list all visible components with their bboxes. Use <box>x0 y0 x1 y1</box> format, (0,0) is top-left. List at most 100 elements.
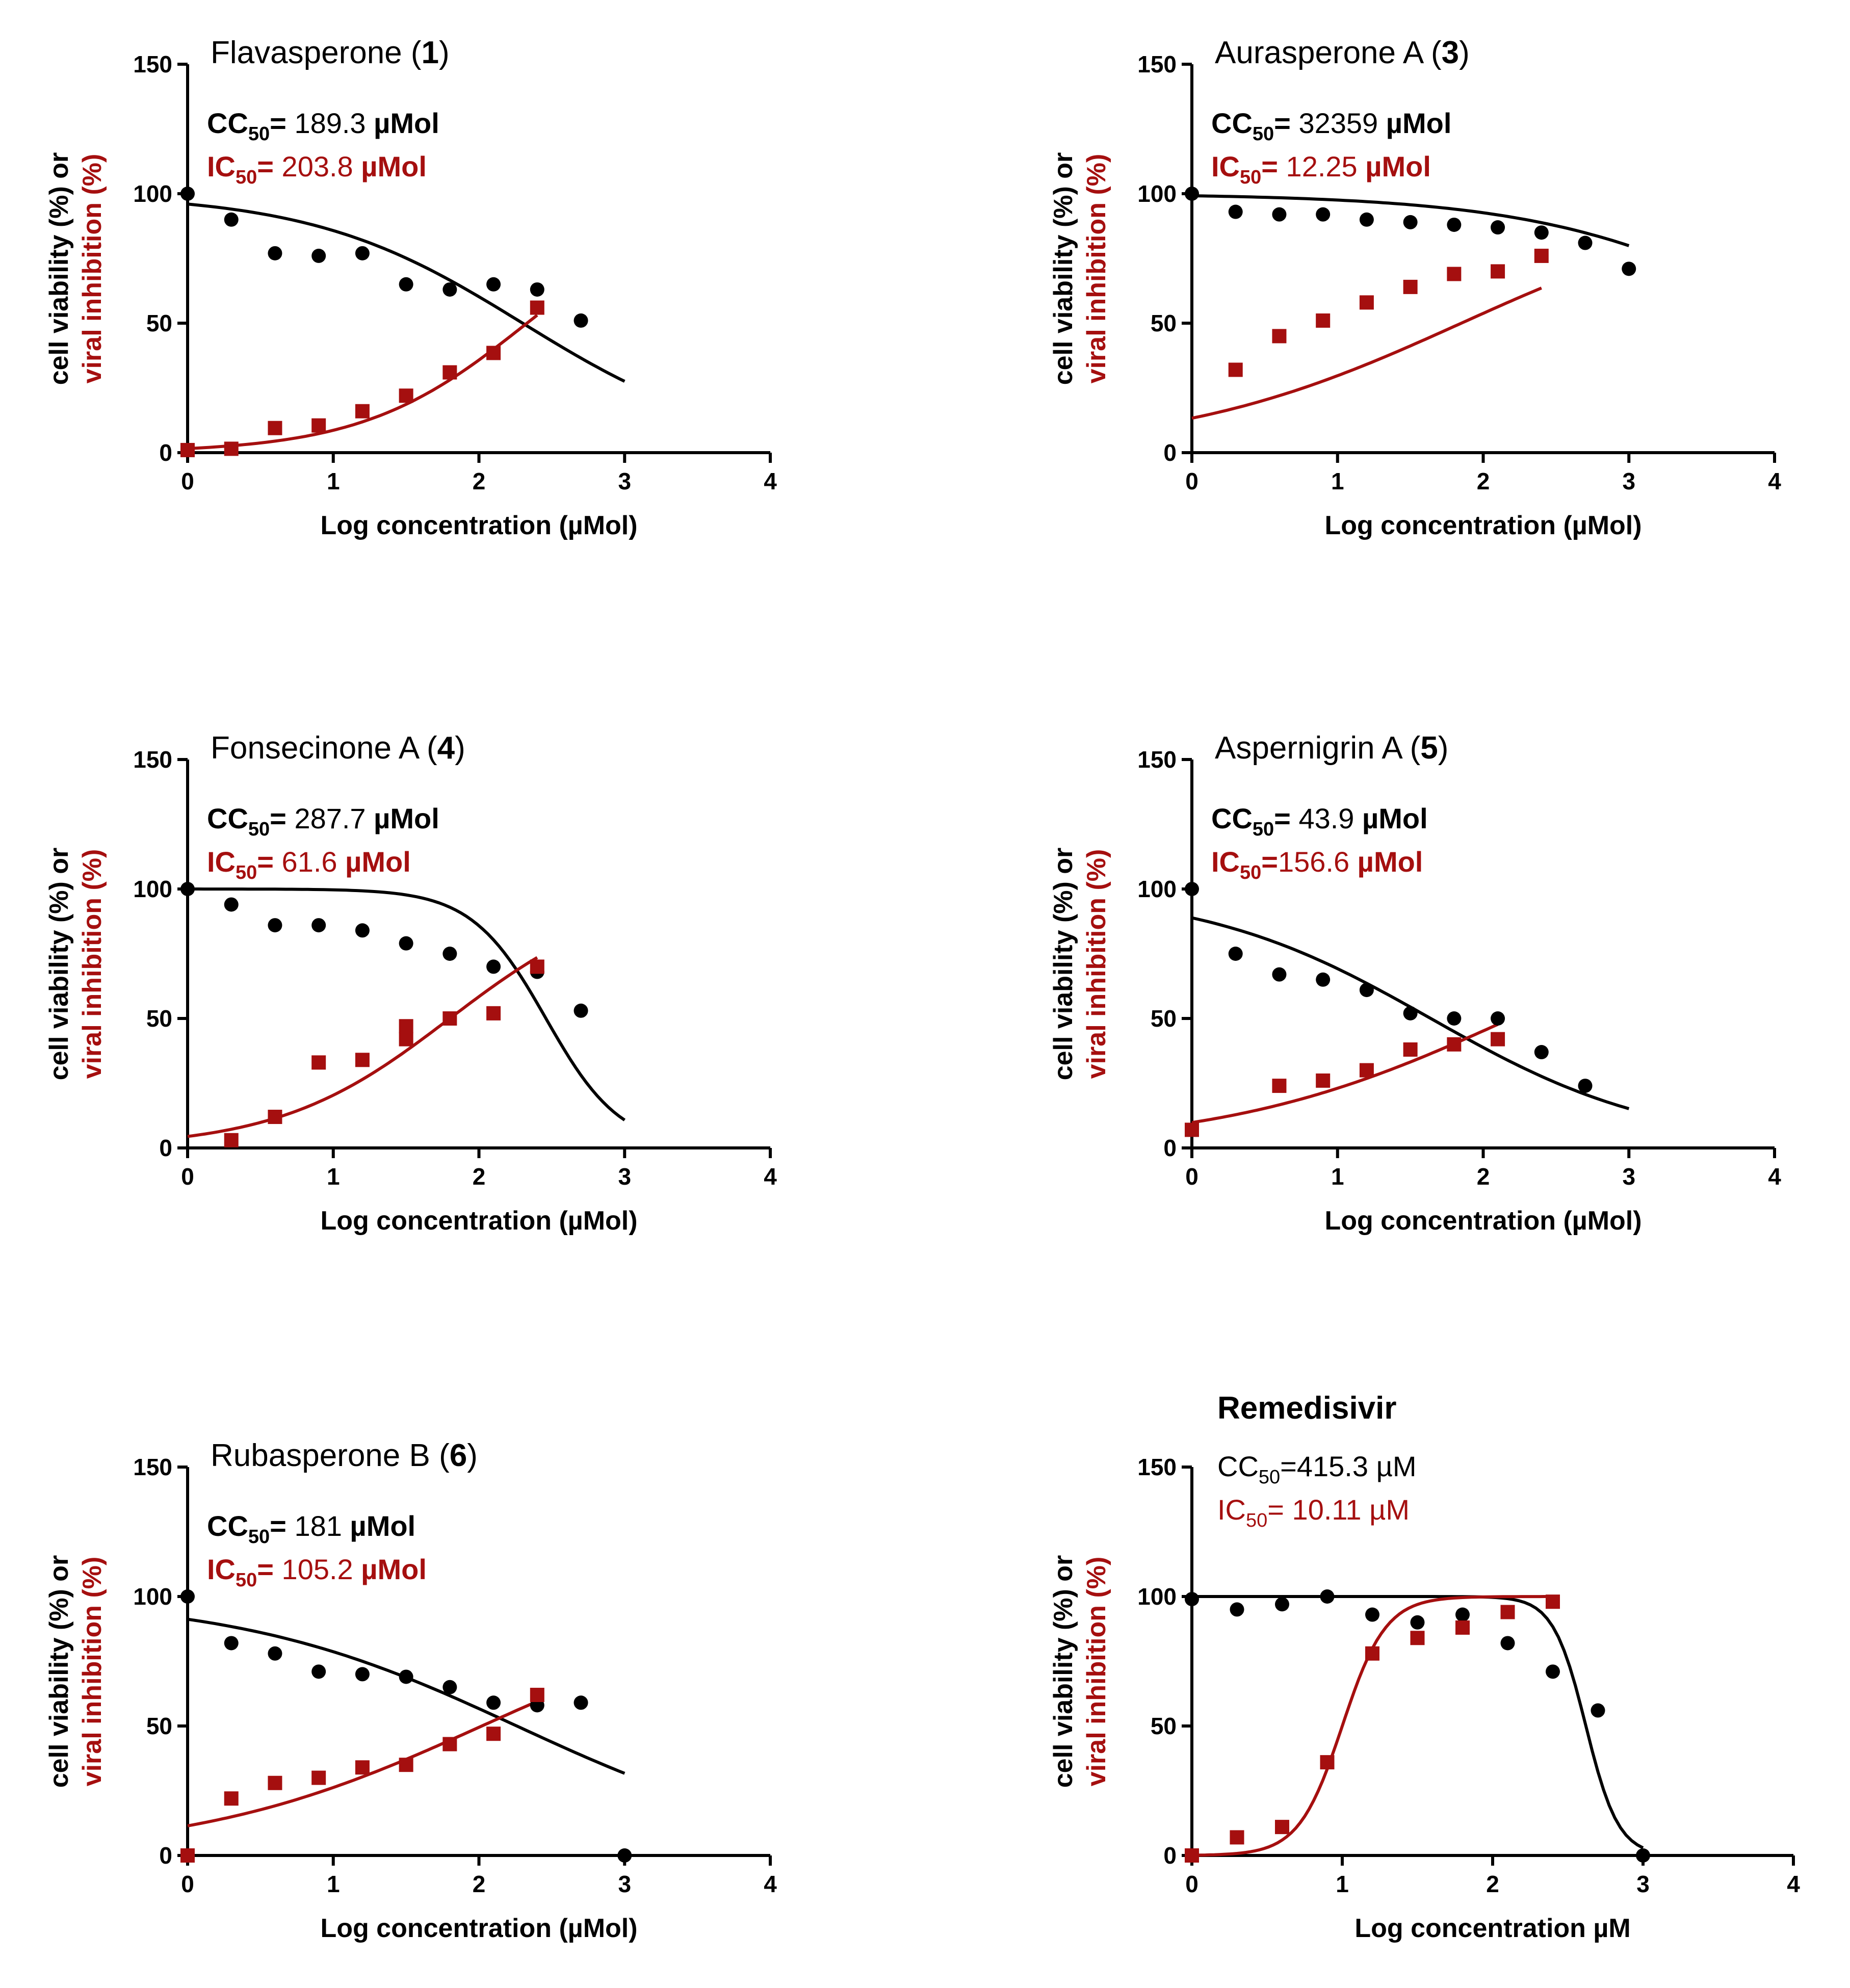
x-axis-title: Log concentration (µMol) <box>1324 1206 1641 1236</box>
data-point-inhibition <box>399 1758 413 1772</box>
data-point-inhibition <box>399 1032 413 1047</box>
data-point-inhibition <box>311 418 326 433</box>
chart-title-text: Fonsecinone A ( <box>211 730 437 766</box>
data-point-viability <box>442 282 457 297</box>
data-point-inhibition <box>486 1727 501 1741</box>
annotation-cc50: CC50=415.3 µM <box>1217 1450 1417 1488</box>
data-point-viability <box>574 1695 588 1710</box>
y-tick-label: 100 <box>133 180 172 207</box>
fit-curve-inhibition <box>1191 1595 1553 1857</box>
data-point-inhibition <box>180 1848 195 1863</box>
x-tick-label: 4 <box>764 468 777 494</box>
data-point-viability <box>1185 882 1199 896</box>
y-axis-title-viability: cell viability (%) or <box>1049 848 1078 1081</box>
fit-curve-inhibition <box>1191 286 1542 420</box>
chart-title-number: 5 <box>1420 730 1438 766</box>
data-point-inhibition <box>1320 1755 1335 1770</box>
x-tick-label: 2 <box>1486 1871 1499 1897</box>
chart-title-number: 1 <box>422 35 439 70</box>
data-point-viability <box>311 248 326 263</box>
data-point-viability <box>1636 1848 1650 1863</box>
annotation-subscript: 50 <box>248 819 270 840</box>
y-axis-title-inhibition: viral inhibition (%) <box>1082 154 1111 384</box>
data-point-inhibition <box>355 1053 370 1067</box>
annotation-cc50: CC50= 287.7 µMol <box>207 802 439 840</box>
data-point-viability <box>1403 1006 1418 1021</box>
annotation-subscript: 50 <box>236 1570 257 1591</box>
data-point-inhibition <box>530 300 544 315</box>
x-tick-label: 3 <box>1622 1163 1635 1190</box>
annotation-cc50: CC50= 32359 µMol <box>1211 107 1451 145</box>
data-point-viability <box>1447 217 1462 232</box>
annotation-prefix: CC <box>1211 107 1253 139</box>
chart-title-text: Rubasperone B ( <box>211 1438 450 1473</box>
y-tick-label: 50 <box>1151 310 1177 336</box>
annotation-value: 156.6 <box>1278 846 1349 878</box>
data-point-viability <box>1546 1664 1560 1679</box>
data-point-viability <box>1455 1607 1470 1622</box>
x-axis-title: Log concentration (µMol) <box>1324 511 1641 540</box>
x-tick-label: 0 <box>1185 468 1198 494</box>
data-point-viability <box>180 187 195 201</box>
x-tick-label: 4 <box>764 1871 777 1897</box>
annotation-unit: µMol <box>1354 802 1427 834</box>
x-tick-label: 1 <box>1331 1163 1344 1190</box>
x-tick-label: 1 <box>1331 468 1344 494</box>
annotation-value: 287.7 <box>294 802 366 834</box>
data-point-viability <box>268 246 282 260</box>
data-point-viability <box>1359 212 1374 227</box>
data-point-viability <box>1275 1597 1289 1612</box>
y-axis-title-inhibition: viral inhibition (%) <box>77 1557 107 1787</box>
chart-panel-2: 0 1 2 3 4 0 50 100 150 Log concentration (µMol) ce… <box>1049 35 1781 540</box>
data-point-inhibition <box>224 1133 239 1147</box>
chart-title-close: ) <box>439 35 450 70</box>
chart-title-number: 4 <box>437 730 455 766</box>
fit-curve-viability <box>1192 1595 1644 1849</box>
data-point-inhibition <box>1447 1037 1462 1052</box>
y-axis-title-viability: cell viability (%) or <box>44 1555 74 1788</box>
data-point-viability <box>1578 1079 1593 1093</box>
data-point-viability <box>486 1695 501 1710</box>
annotation-subscript: 50 <box>1246 1510 1267 1531</box>
y-tick-label: 100 <box>133 1583 172 1610</box>
x-tick-label: 0 <box>181 468 194 494</box>
chart-title: Rubasperone B (6) <box>211 1438 478 1473</box>
x-tick-label: 1 <box>327 1871 340 1897</box>
chart-title: Remedisivir <box>1217 1391 1397 1426</box>
chart-title-close: ) <box>1438 730 1449 766</box>
data-point-inhibition <box>442 365 457 380</box>
data-point-inhibition <box>530 959 544 974</box>
annotation-subscript: 50 <box>248 1526 270 1548</box>
annotation-prefix: IC <box>207 846 236 878</box>
annotation-equals: = <box>270 107 294 139</box>
annotation-value: 105.2 <box>282 1553 353 1585</box>
data-point-inhibition <box>486 346 501 360</box>
annotation-unit: µMol <box>353 150 427 182</box>
data-point-inhibition <box>268 1110 282 1124</box>
annotation-unit: µMol <box>1349 846 1423 878</box>
y-tick-label: 0 <box>1163 439 1177 466</box>
annotation-prefix: CC <box>1217 1450 1259 1482</box>
data-point-inhibition <box>1500 1605 1515 1619</box>
chart-title-close: ) <box>455 730 465 766</box>
y-tick-label: 150 <box>133 746 172 773</box>
data-point-inhibition <box>1272 1079 1287 1093</box>
fit-curve-inhibition <box>1191 1023 1499 1124</box>
annotation-equals: = <box>1274 107 1298 139</box>
data-point-viability <box>1320 1589 1335 1604</box>
y-tick-label: 0 <box>1163 1842 1177 1869</box>
x-tick-label: 0 <box>181 1871 194 1897</box>
data-point-viability <box>1365 1607 1379 1622</box>
data-point-inhibition <box>1534 248 1549 263</box>
annotation-value: 10.11 <box>1292 1494 1362 1526</box>
annotation-prefix: CC <box>207 107 248 139</box>
data-point-viability <box>224 1636 239 1651</box>
data-point-viability <box>180 1589 195 1604</box>
data-point-viability <box>1230 1602 1244 1617</box>
x-tick-label: 3 <box>1636 1871 1650 1897</box>
data-point-inhibition <box>1316 313 1331 328</box>
data-point-inhibition <box>1272 329 1287 344</box>
data-point-inhibition <box>1230 1830 1244 1845</box>
y-axis-title-inhibition: viral inhibition (%) <box>1082 849 1111 1079</box>
